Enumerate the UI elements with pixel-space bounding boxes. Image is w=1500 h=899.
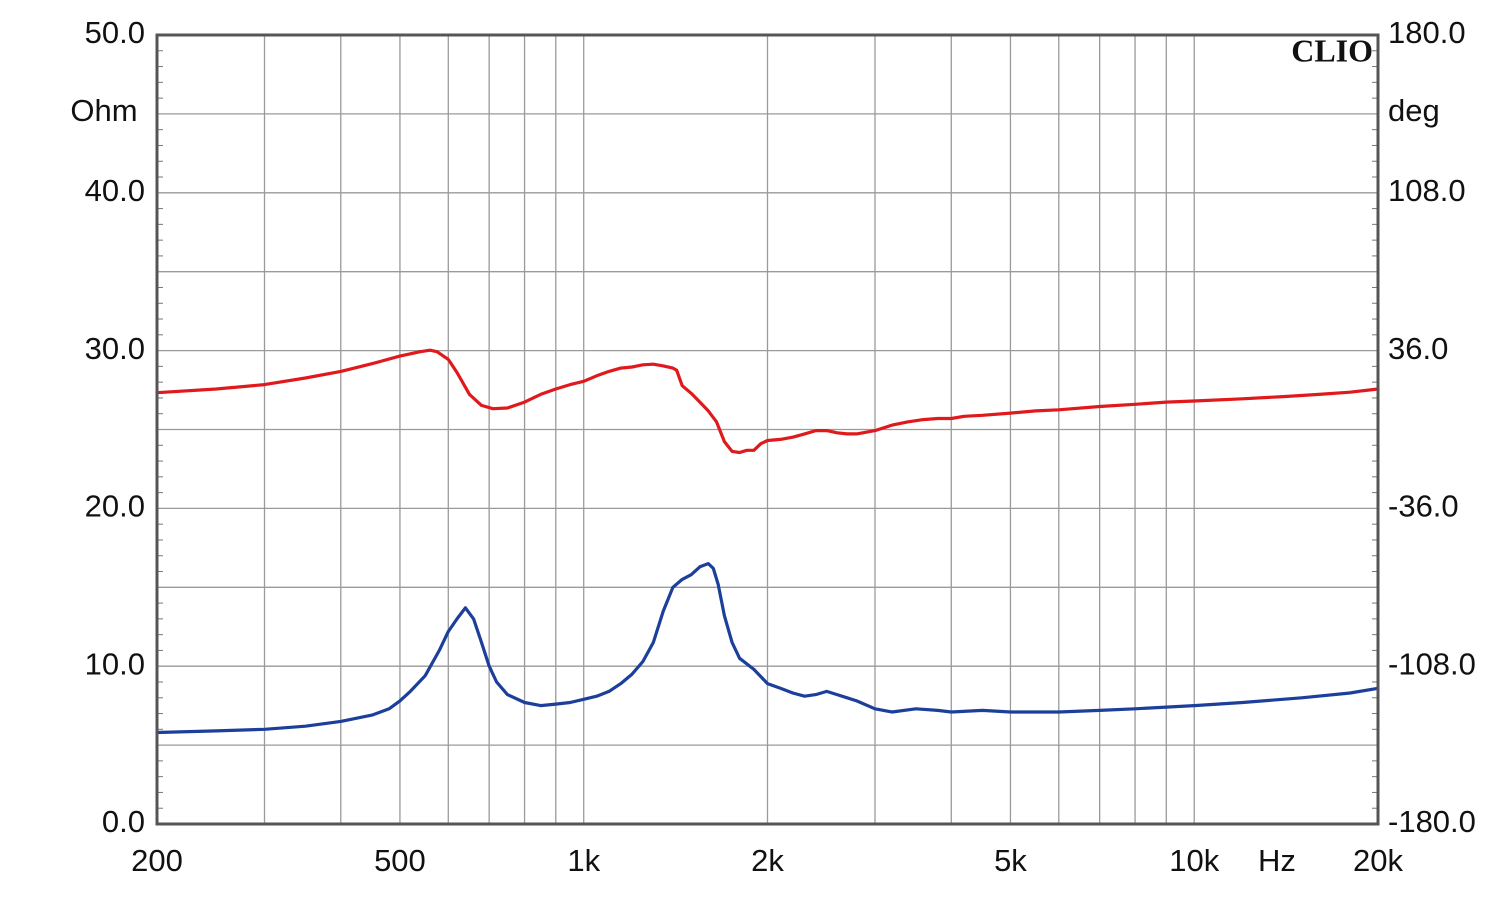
y-right-tick-label: 36.0 — [1388, 331, 1448, 366]
y-left-tick-label: 40.0 — [85, 173, 145, 208]
y-right-tick-label: 108.0 — [1388, 173, 1466, 208]
plot-frame — [155, 33, 1380, 826]
x-tick-label: 20k — [1353, 843, 1403, 878]
axis-labels: 0.0 10.0 20.0 30.0 40.0 50.0 -180.0 -108.0 -36.0… — [85, 15, 1476, 878]
x-tick-label: 10k — [1169, 843, 1219, 878]
y-left-tick-label: 50.0 — [85, 15, 145, 50]
clio-brand-logo: CLIO — [1291, 32, 1373, 68]
x-tick-label: 200 — [131, 843, 183, 878]
y-right-unit-label: deg — [1388, 93, 1440, 128]
x-tick-label: 500 — [374, 843, 426, 878]
x-tick-label: 1k — [567, 843, 600, 878]
y-right-tick-label: -36.0 — [1388, 489, 1459, 524]
x-unit-label: Hz — [1258, 843, 1296, 878]
y-right-tick-label: 180.0 — [1388, 15, 1466, 50]
phase-line — [155, 348, 1380, 455]
y-right-tick-label: -180.0 — [1388, 804, 1476, 839]
y-left-unit-label: Ohm — [70, 93, 137, 128]
x-tick-label: 5k — [994, 843, 1027, 878]
x-tick-label: 2k — [751, 843, 784, 878]
impedance-line — [155, 562, 1380, 735]
y-right-tick-label: -108.0 — [1388, 646, 1476, 681]
y-left-tick-label: 20.0 — [85, 489, 145, 524]
series-group — [155, 348, 1380, 735]
y-left-tick-label: 30.0 — [85, 331, 145, 366]
y-left-tick-label: 10.0 — [85, 646, 145, 681]
y-left-tick-label: 0.0 — [102, 804, 145, 839]
